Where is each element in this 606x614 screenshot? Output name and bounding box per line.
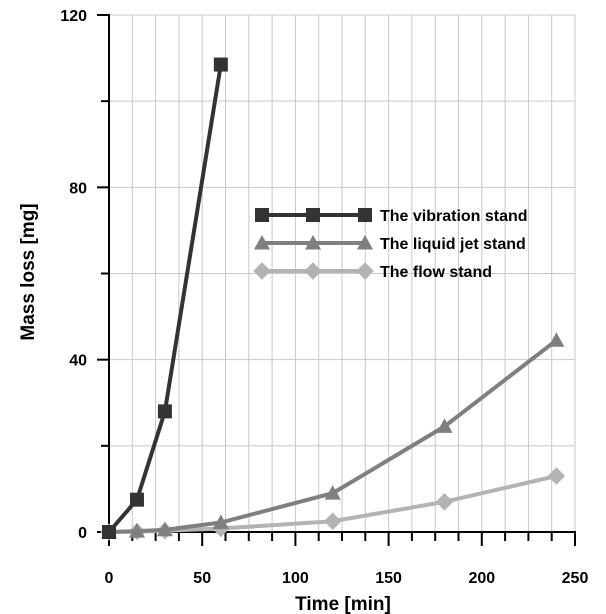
data-point-marker bbox=[129, 492, 144, 507]
x-tick-label: 150 bbox=[375, 570, 402, 587]
data-point-marker bbox=[324, 485, 341, 500]
legend-marker bbox=[304, 234, 322, 250]
series-square bbox=[102, 57, 228, 539]
legend-item: The vibration stand bbox=[255, 208, 528, 225]
data-point-marker bbox=[213, 57, 228, 72]
legend-marker bbox=[306, 208, 320, 222]
legend-label: The vibration stand bbox=[380, 208, 528, 225]
legend-marker bbox=[358, 208, 372, 222]
data-point-marker bbox=[102, 525, 116, 539]
legend: The vibration stand The liquid jet stand T… bbox=[253, 208, 528, 281]
legend-marker bbox=[253, 234, 271, 250]
legend-marker bbox=[255, 208, 269, 222]
legend-marker bbox=[304, 262, 322, 280]
axes bbox=[97, 14, 576, 546]
legend-item: The liquid jet stand bbox=[253, 234, 526, 253]
data-point-marker bbox=[436, 418, 453, 433]
data-series bbox=[100, 57, 566, 541]
legend-item: The flow stand bbox=[253, 262, 492, 281]
y-axis-label: Mass loss [mg] bbox=[18, 203, 39, 340]
y-tick-label: 40 bbox=[69, 353, 87, 370]
data-point-marker bbox=[323, 512, 342, 530]
legend-marker bbox=[253, 262, 271, 280]
data-point-marker bbox=[548, 332, 565, 347]
data-point-marker bbox=[212, 514, 229, 529]
grid-lines bbox=[108, 14, 576, 533]
legend-marker bbox=[356, 262, 374, 280]
data-point-marker bbox=[157, 404, 172, 419]
legend-marker bbox=[356, 234, 374, 250]
x-tick-label: 200 bbox=[468, 570, 495, 587]
series-triangle bbox=[100, 332, 565, 539]
data-point-marker bbox=[156, 521, 173, 537]
x-tick-label: 0 bbox=[105, 570, 114, 587]
y-tick-label: 80 bbox=[69, 180, 87, 197]
legend-label: The liquid jet stand bbox=[380, 236, 526, 253]
series-line bbox=[108, 338, 558, 534]
tick-labels: 0 40 80 120 0 50 100 150 200 250 bbox=[60, 8, 588, 587]
y-tick-label: 120 bbox=[60, 8, 87, 25]
y-tick-label: 0 bbox=[78, 525, 87, 542]
data-point-marker bbox=[547, 467, 566, 485]
x-tick-label: 50 bbox=[193, 570, 211, 587]
data-point-marker bbox=[435, 493, 454, 511]
x-axis-label: Time [min] bbox=[295, 594, 391, 614]
series-line bbox=[107, 64, 223, 534]
x-tick-label: 250 bbox=[562, 570, 589, 587]
x-tick-label: 100 bbox=[282, 570, 309, 587]
legend-label: The flow stand bbox=[380, 264, 492, 281]
data-point-marker bbox=[128, 523, 146, 538]
